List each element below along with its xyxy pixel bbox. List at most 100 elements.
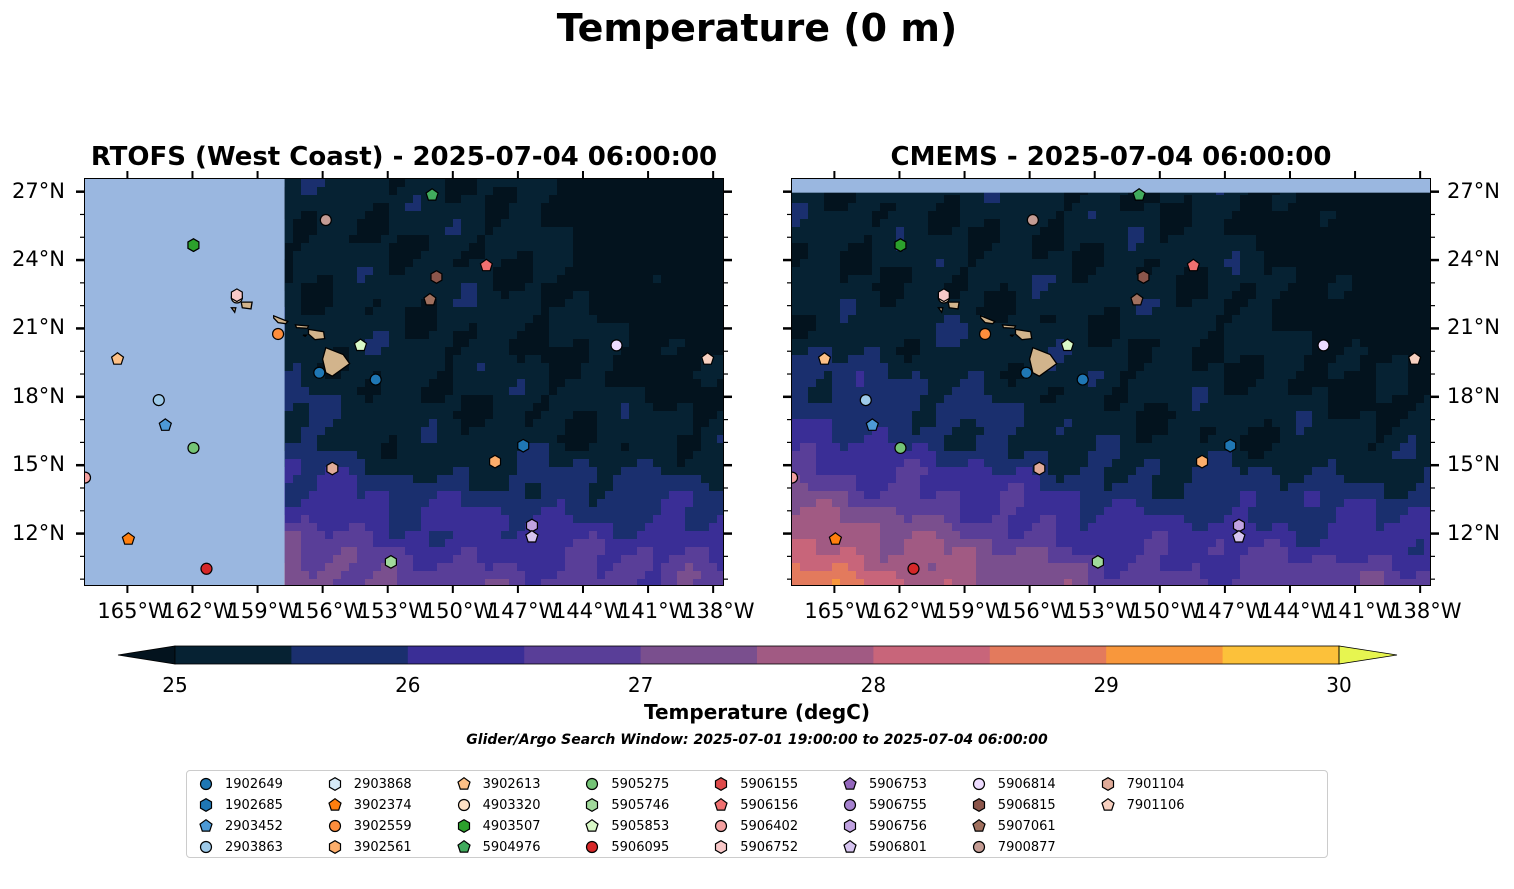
- platform-marker: [937, 288, 950, 303]
- colorbar-segment: [1106, 646, 1224, 664]
- colorbar-tick-label: 30: [1326, 673, 1352, 697]
- platform-marker: [1130, 292, 1144, 306]
- lat-tick-label: 12°N: [1447, 520, 1500, 545]
- legend-marker-icon: [843, 798, 857, 812]
- legend-marker-icon: [586, 798, 599, 812]
- legend-marker: [843, 798, 857, 812]
- platform-marker: [1132, 187, 1146, 201]
- legend-item: 5904976: [455, 837, 541, 857]
- legend-marker-icon: [843, 839, 857, 853]
- legend-label: 5906801: [869, 839, 927, 855]
- colorbar-tick-label: 26: [395, 673, 421, 697]
- legend-label: 7901104: [1126, 776, 1185, 792]
- platform-marker: [700, 352, 715, 365]
- platform-marker: [1137, 270, 1150, 284]
- legend-item: 5905746: [583, 795, 669, 815]
- cmems-map[interactable]: [791, 178, 1431, 586]
- platform-marker: [1060, 338, 1075, 352]
- legend-label: 3902374: [353, 797, 412, 813]
- colorbar-segment: [524, 646, 642, 664]
- lon-tick-label: 162°W: [869, 599, 941, 623]
- legend-item: 5906755: [841, 795, 927, 815]
- platform-marker: [1091, 554, 1104, 569]
- platform-marker: [319, 213, 332, 227]
- island-shape: [947, 301, 960, 310]
- lat-tick-label: 15°N: [12, 452, 65, 477]
- lon-tick-label: 144°W: [552, 599, 625, 623]
- island-shape: [294, 324, 310, 329]
- hawaiian-islands: [230, 301, 351, 377]
- lon-tick-label: 150°W: [422, 599, 495, 623]
- legend-marker: [199, 818, 213, 832]
- island-shape: [1028, 346, 1058, 377]
- rtofs-panel-title: RTOFS (West Coast) - 2025-07-04 06:00:00: [90, 142, 718, 172]
- legend-item: 5906095: [583, 837, 669, 857]
- platform-marker: [200, 562, 213, 575]
- platform-marker: [1224, 438, 1237, 453]
- legend-marker-icon: [1101, 777, 1114, 791]
- hawaiian-islands: [937, 301, 1058, 377]
- platform-marker: [187, 238, 200, 253]
- legend-marker-icon: [972, 840, 985, 854]
- lon-tick-label: 147°W: [1194, 599, 1267, 623]
- cmems-panel-title: CMEMS - 2025-07-04 06:00:00: [890, 142, 1332, 172]
- platform-marker: [489, 454, 502, 469]
- colorbar-over-arrow: [1338, 645, 1398, 665]
- legend-marker-icon: [199, 777, 213, 791]
- platform-marker: [369, 373, 382, 386]
- lat-tick-label: 15°N: [1447, 452, 1500, 477]
- legend-item: 7901106: [1099, 795, 1185, 815]
- legend-marker: [972, 798, 985, 812]
- colorbar-segment: [640, 646, 758, 664]
- legend-label: 5906815: [997, 797, 1056, 813]
- legend-label: 5906402: [740, 818, 799, 834]
- legend-marker-icon: [1100, 797, 1115, 811]
- lat-tick-label: 27°N: [1447, 178, 1500, 203]
- island-shape: [1014, 328, 1033, 341]
- legend-item: 4903320: [455, 795, 541, 815]
- legend-marker-icon: [328, 840, 341, 854]
- lon-tick-label: 162°W: [162, 599, 234, 623]
- lon-tick-label: 153°W: [357, 599, 430, 623]
- lon-tick-label: 138°W: [1390, 599, 1462, 623]
- platform-marker: [187, 441, 200, 455]
- legend-label: 5906814: [997, 776, 1056, 792]
- legend-item: 1902685: [197, 795, 283, 815]
- platform-marker: [517, 438, 530, 453]
- lat-tick-label: 21°N: [1447, 315, 1500, 340]
- legend-label: 5906752: [740, 839, 799, 855]
- island-shape: [1001, 324, 1017, 329]
- legend-marker: [715, 840, 728, 854]
- legend-item: 5906753: [841, 774, 927, 794]
- lat-tick-label: 24°N: [1447, 247, 1500, 272]
- legend-item: 5906815: [970, 795, 1056, 815]
- lon-tick-label: 150°W: [1129, 599, 1202, 623]
- legend-item: 3902559: [326, 816, 412, 836]
- colorbar-segment: [175, 646, 292, 664]
- legend-label: 5905853: [611, 818, 670, 834]
- platform-marker: [792, 471, 799, 484]
- no-data-band: [792, 179, 1430, 193]
- legend-label: 5906755: [869, 797, 927, 813]
- legend-marker-icon: [972, 777, 985, 791]
- lon-tick-label: 165°W: [97, 599, 169, 623]
- island-shape: [937, 307, 944, 314]
- colorbar-segment: [1222, 646, 1340, 664]
- legend-label: 5905746: [611, 797, 670, 813]
- legend-item: 5905853: [583, 816, 669, 836]
- legend-marker-icon: [457, 798, 470, 812]
- colorbar-under-arrow: [117, 645, 176, 665]
- colorbar-tick-label: 29: [1093, 673, 1119, 697]
- platform-marker: [158, 418, 173, 431]
- platform-marker: [1020, 366, 1033, 379]
- rtofs-map-canvas: [85, 179, 723, 585]
- legend-item: 3902561: [326, 837, 412, 857]
- platform-marker: [152, 393, 165, 407]
- platform-marker: [430, 270, 443, 284]
- platform-marker: [353, 338, 368, 352]
- platform-marker: [865, 418, 880, 431]
- legend-marker: [328, 777, 341, 791]
- rtofs-map[interactable]: [84, 178, 724, 586]
- island-shape: [980, 314, 996, 325]
- lat-tick-label: 21°N: [12, 315, 65, 340]
